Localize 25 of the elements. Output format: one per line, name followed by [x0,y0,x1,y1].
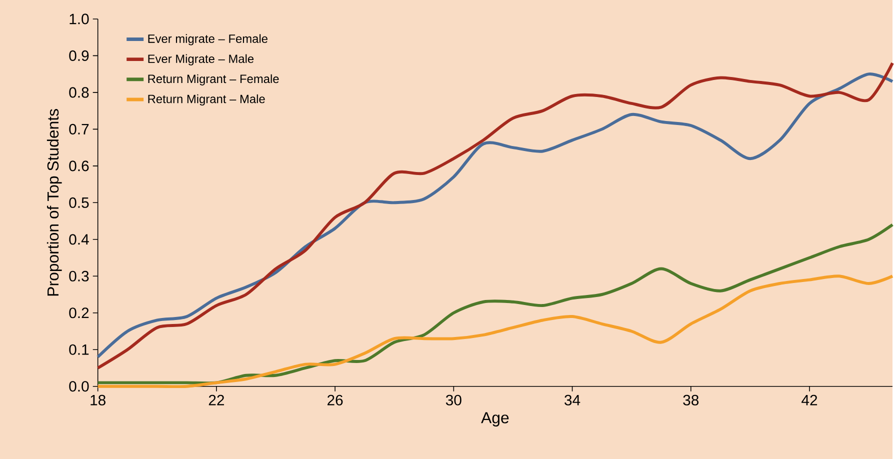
y-tick-label: 0.9 [69,50,89,61]
y-tick-label: 0.5 [69,197,89,208]
y-axis-title: Proportion of Top Students [46,108,62,296]
y-tick-label: 0.2 [69,307,89,318]
legend-label: Return Migrant – Male [148,94,265,106]
legend-label: Return Migrant – Female [148,74,279,86]
y-tick-label: 0.6 [69,160,89,172]
x-tick-label: 30 [446,394,462,406]
x-tick-label: 38 [683,394,699,406]
legend-label: Ever migrate – Female [148,34,268,46]
y-tick-label: 0.7 [69,124,89,134]
y-tick-label: 0.3 [69,270,89,282]
x-tick-label: 42 [802,394,818,406]
x-tick-label: 26 [328,394,343,406]
x-tick-label: 34 [564,394,580,406]
y-tick-label: 0.0 [69,380,89,392]
x-tick-label: 22 [208,394,224,406]
x-tick-label: 18 [90,394,106,406]
y-tick-label: 0.1 [69,344,89,355]
y-tick-label: 0.8 [69,87,89,98]
line-series [96,223,894,384]
y-tick-label: 1.0 [70,14,89,24]
legend-label: Ever Migrate – Male [148,54,254,66]
x-axis-title: Age [481,412,509,426]
y-tick-label: 0.4 [69,234,89,245]
